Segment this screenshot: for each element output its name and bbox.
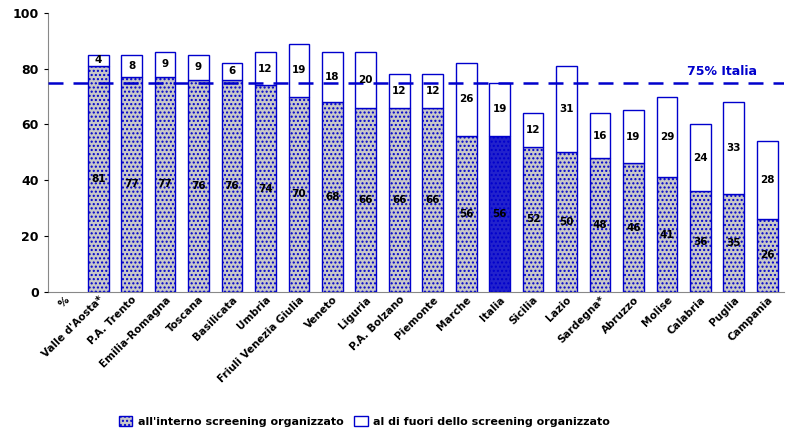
Text: 28: 28 [760,175,774,185]
Bar [590,158,610,292]
Text: 76: 76 [225,181,239,191]
Text: 50: 50 [559,217,574,227]
Legend: all'interno screening organizzato, al di fuori dello screening organizzato: all'interno screening organizzato, al di… [114,411,614,429]
Bar [88,54,109,66]
Text: 56: 56 [459,208,474,219]
Bar [490,82,510,136]
Bar [657,178,678,292]
Bar [122,77,142,292]
Bar [389,108,410,292]
Text: 8: 8 [128,61,135,71]
Text: 70: 70 [291,189,306,199]
Text: 81: 81 [91,174,106,184]
Text: 9: 9 [162,60,169,69]
Bar [355,52,376,108]
Bar [490,136,510,292]
Bar [255,52,276,85]
Bar [556,66,577,152]
Text: 35: 35 [726,238,741,248]
Bar [757,141,778,219]
Text: 48: 48 [593,220,607,230]
Text: 18: 18 [325,72,340,82]
Bar [322,102,342,292]
Bar [154,77,175,292]
Bar [723,194,744,292]
Bar [456,136,477,292]
Text: 20: 20 [358,75,373,85]
Bar [623,163,644,292]
Bar [422,74,443,108]
Text: 77: 77 [124,179,139,189]
Text: 12: 12 [258,63,273,74]
Text: 26: 26 [459,94,474,104]
Text: 77: 77 [158,179,173,189]
Bar [690,124,710,191]
Text: 31: 31 [559,104,574,114]
Bar [522,113,543,147]
Text: 41: 41 [659,230,674,239]
Bar [389,74,410,108]
Text: 36: 36 [693,236,708,247]
Text: 68: 68 [325,192,340,202]
Bar [289,97,310,292]
Text: 74: 74 [258,184,273,193]
Bar [623,110,644,163]
Text: 19: 19 [292,65,306,75]
Text: 66: 66 [392,195,406,205]
Text: 16: 16 [593,130,607,141]
Bar [757,219,778,292]
Bar [522,147,543,292]
Text: 46: 46 [626,223,641,233]
Bar [222,80,242,292]
Text: 12: 12 [392,86,406,96]
Text: 29: 29 [660,132,674,142]
Bar [355,108,376,292]
Text: 75% Italia: 75% Italia [687,64,758,78]
Text: 33: 33 [726,143,741,153]
Text: 9: 9 [195,62,202,72]
Text: 26: 26 [760,251,774,260]
Text: 19: 19 [493,104,507,114]
Bar [289,44,310,97]
Bar [222,63,242,80]
Bar [88,66,109,292]
Bar [188,80,209,292]
Bar [456,63,477,136]
Text: 19: 19 [626,132,641,142]
Text: 66: 66 [426,195,440,205]
Text: 12: 12 [426,86,440,96]
Bar [154,52,175,77]
Bar [556,152,577,292]
Text: 12: 12 [526,125,540,135]
Bar [255,85,276,292]
Text: 56: 56 [492,208,507,219]
Text: 76: 76 [191,181,206,191]
Bar [122,54,142,77]
Bar [322,52,342,102]
Bar [657,97,678,178]
Bar [422,108,443,292]
Bar [723,102,744,194]
Text: 52: 52 [526,214,540,224]
Text: 4: 4 [94,55,102,65]
Bar [188,54,209,80]
Text: 24: 24 [693,153,708,163]
Text: 66: 66 [358,195,373,205]
Bar [690,191,710,292]
Text: 6: 6 [228,66,236,76]
Bar [590,113,610,158]
